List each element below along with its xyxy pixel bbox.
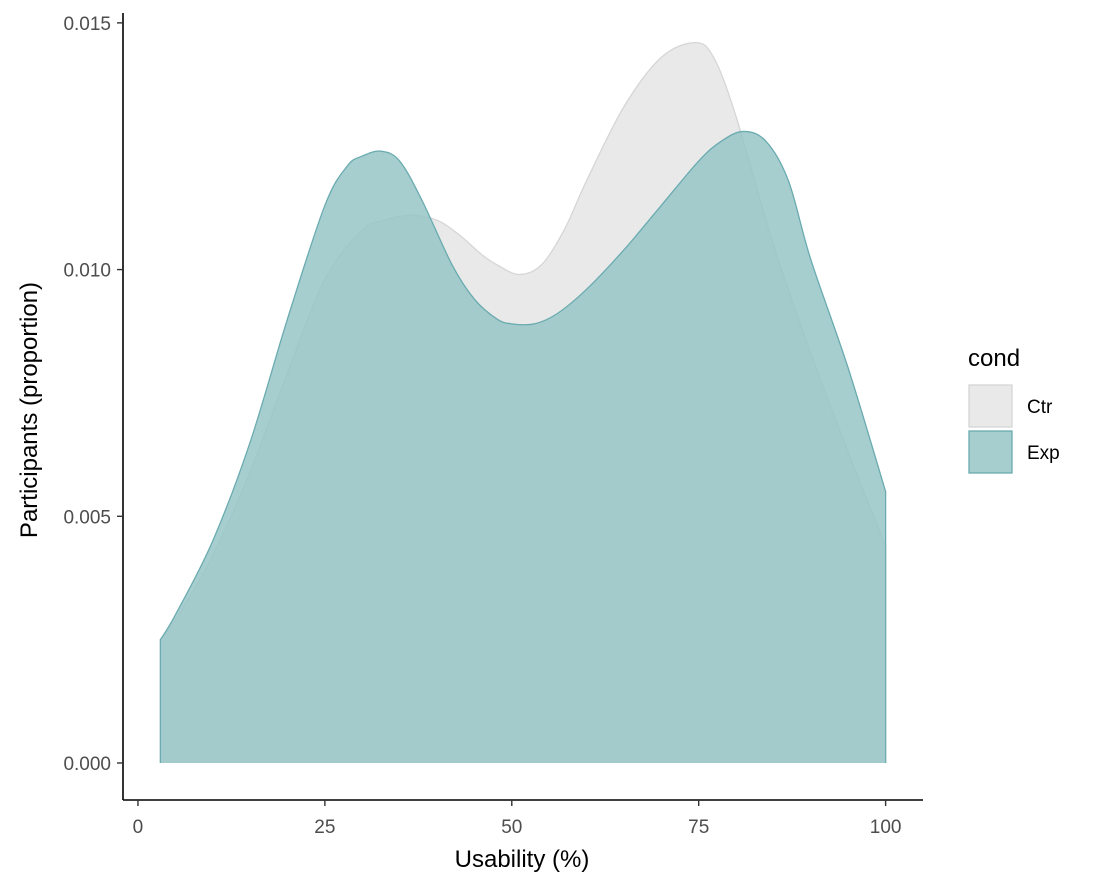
x-tick-label: 25: [314, 817, 335, 838]
y-axis-title: Participants (proportion): [16, 282, 43, 538]
legend-label-exp: Exp: [1027, 443, 1060, 464]
x-axis-title: Usability (%): [455, 846, 590, 873]
x-tick-label: 50: [501, 817, 522, 838]
y-tick-label: 0.015: [63, 14, 111, 35]
density-line-exp: [159, 130, 887, 763]
legend-swatch-exp: [968, 430, 1013, 474]
x-tick-label: 100: [870, 817, 902, 838]
y-tick-label: 0.000: [63, 754, 111, 775]
legend-items: Ctr Exp: [968, 384, 1060, 474]
x-tick-label: 0: [133, 817, 144, 838]
density-area-exp: [160, 131, 886, 763]
plot-areas: [159, 41, 887, 763]
legend-label-ctr: Ctr: [1027, 397, 1053, 418]
y-tick-label: 0.005: [63, 507, 111, 528]
x-tick-label: 75: [688, 817, 709, 838]
legend-swatch-ctr: [968, 384, 1013, 428]
legend-title: cond: [968, 345, 1020, 372]
x-axis-ticks: 0 25 50 75 100: [133, 800, 902, 838]
y-tick-label: 0.010: [63, 261, 111, 282]
y-axis-ticks: 0.000 0.005 0.010 0.015: [63, 14, 123, 775]
legend: cond Ctr Exp: [968, 345, 1060, 474]
